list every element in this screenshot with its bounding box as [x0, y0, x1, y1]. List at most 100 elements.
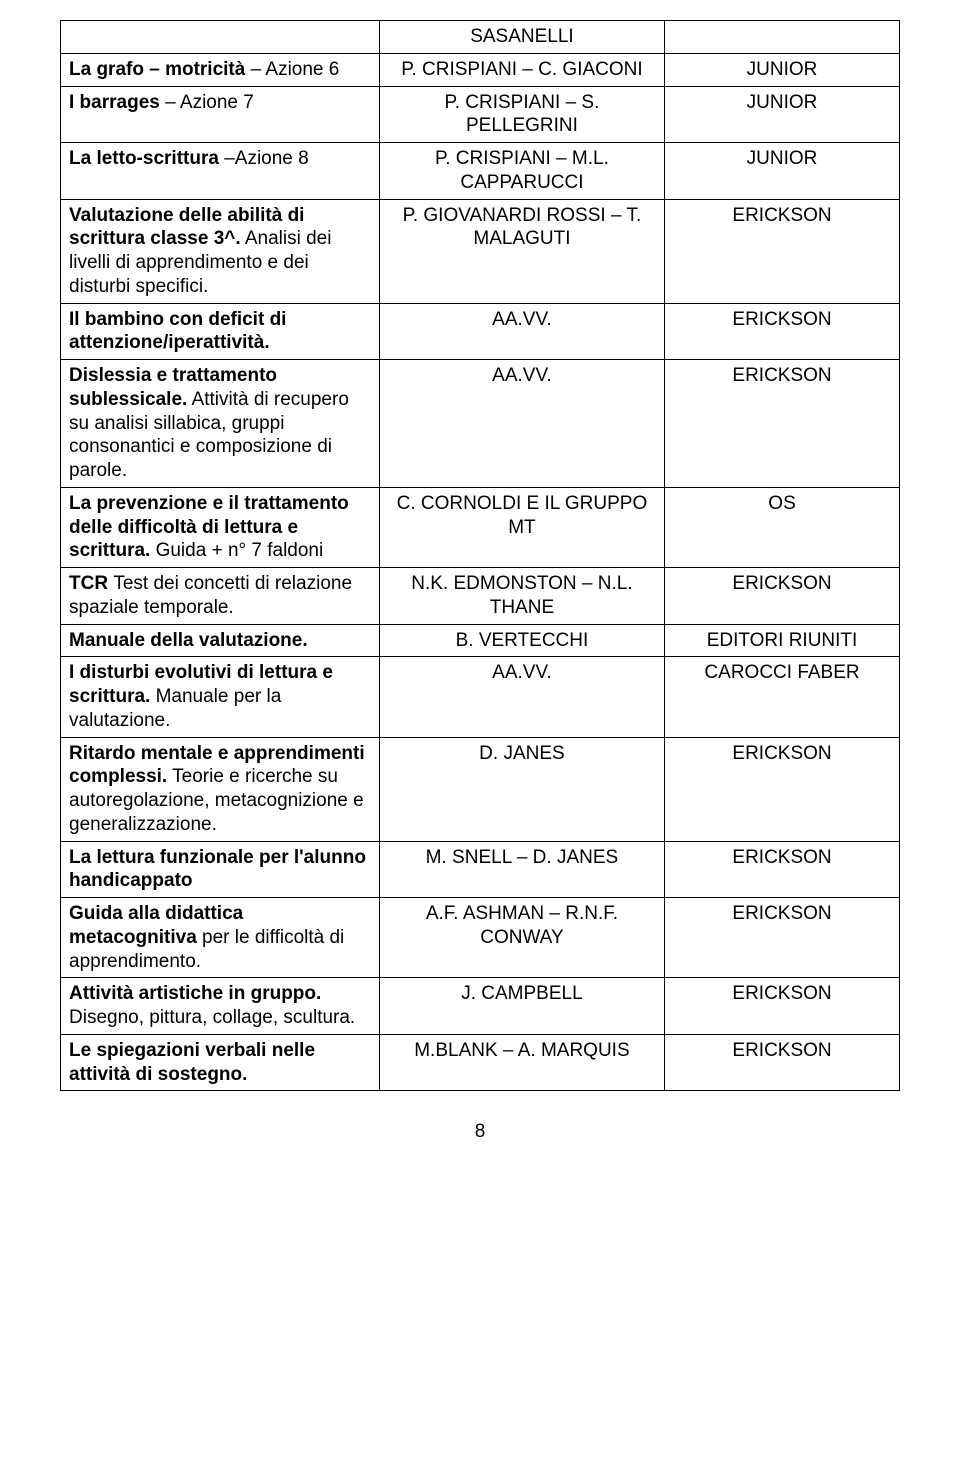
table-cell: JUNIOR — [665, 86, 900, 143]
text-segment: P. CRISPIANI – C. GIACONI — [401, 59, 642, 80]
table-cell: La prevenzione e il trattamento delle di… — [61, 487, 380, 567]
text-segment: OS — [768, 493, 795, 514]
table-cell: ERICKSON — [665, 1034, 900, 1091]
table-row: Dislessia e trattamento sublessicale. At… — [61, 360, 900, 488]
table-cell: JUNIOR — [665, 53, 900, 86]
text-segment: AA.VV. — [492, 365, 552, 386]
table-cell: ERICKSON — [665, 978, 900, 1035]
table-cell: P. CRISPIANI – M.L. CAPPARUCCI — [379, 143, 664, 200]
text-segment: JUNIOR — [747, 59, 818, 80]
table-cell: ERICKSON — [665, 568, 900, 625]
text-segment: C. CORNOLDI E IL GRUPPO MT — [397, 493, 648, 538]
page-number: 8 — [60, 1121, 900, 1143]
table-cell: D. JANES — [379, 737, 664, 841]
text-segment: AA.VV. — [492, 309, 552, 330]
text-segment: ERICKSON — [732, 573, 831, 594]
text-segment: ERICKSON — [732, 743, 831, 764]
text-segment: Il bambino con deficit di attenzione/ipe… — [69, 309, 286, 354]
text-segment: P. GIOVANARDI ROSSI – T. MALAGUTI — [403, 205, 642, 250]
table-cell: Manuale della valutazione. — [61, 624, 380, 657]
table-cell: La letto-scrittura –Azione 8 — [61, 143, 380, 200]
text-segment: JUNIOR — [747, 148, 818, 169]
table-cell: ERICKSON — [665, 199, 900, 303]
table-cell: Valutazione delle abilità di scrittura c… — [61, 199, 380, 303]
text-segment: SASANELLI — [470, 26, 574, 47]
text-segment: P. CRISPIANI – M.L. CAPPARUCCI — [435, 148, 609, 193]
table-row: Manuale della valutazione. B. VERTECCHI ED… — [61, 624, 900, 657]
table-cell: Guida alla didattica metacognitiva per l… — [61, 898, 380, 978]
table-row: Ritardo mentale e apprendimenti compless… — [61, 737, 900, 841]
table-cell: I barrages – Azione 7 — [61, 86, 380, 143]
table-row: Attività artistiche in gruppo. Disegno, … — [61, 978, 900, 1035]
text-segment: La grafo – motricità — [69, 59, 245, 80]
table-cell: A.F. ASHMAN – R.N.F. CONWAY — [379, 898, 664, 978]
table-cell: ERICKSON — [665, 303, 900, 360]
text-segment: –Azione 8 — [219, 148, 309, 169]
table-cell: M. SNELL – D. JANES — [379, 841, 664, 898]
text-segment: ERICKSON — [732, 365, 831, 386]
table-row: Le spiegazioni verbali nelle attività di… — [61, 1034, 900, 1091]
table-row: La letto-scrittura –Azione 8 P. CRISPIANI… — [61, 143, 900, 200]
table-cell: La lettura funzionale per l'alunno handi… — [61, 841, 380, 898]
table-row: La prevenzione e il trattamento delle di… — [61, 487, 900, 567]
table-cell: I disturbi evolutivi di lettura e scritt… — [61, 657, 380, 737]
text-segment: J. CAMPBELL — [461, 983, 582, 1004]
text-segment: ERICKSON — [732, 1040, 831, 1061]
text-segment: Le spiegazioni verbali nelle attività di… — [69, 1040, 315, 1085]
text-segment: CAROCCI FABER — [704, 662, 859, 683]
table-cell: ERICKSON — [665, 737, 900, 841]
table-cell: AA.VV. — [379, 657, 664, 737]
text-segment: ERICKSON — [732, 847, 831, 868]
text-segment: Guida + n° 7 faldoni — [150, 540, 323, 561]
text-segment: Manuale della valutazione. — [69, 630, 308, 651]
table-cell: TCR Test dei concetti di relazione spazi… — [61, 568, 380, 625]
table-row: Il bambino con deficit di attenzione/ipe… — [61, 303, 900, 360]
table-cell: P. CRISPIANI – C. GIACONI — [379, 53, 664, 86]
text-segment: JUNIOR — [747, 92, 818, 113]
table-cell: P. CRISPIANI – S. PELLEGRINI — [379, 86, 664, 143]
text-segment: P. CRISPIANI – S. PELLEGRINI — [444, 92, 599, 137]
table-row: La grafo – motricità – Azione 6 P. CRISPI… — [61, 53, 900, 86]
table-cell: C. CORNOLDI E IL GRUPPO MT — [379, 487, 664, 567]
table-cell: AA.VV. — [379, 360, 664, 488]
table-cell: Attività artistiche in gruppo. Disegno, … — [61, 978, 380, 1035]
table-row: I barrages – Azione 7 P. CRISPIANI – S. P… — [61, 86, 900, 143]
table-cell: EDITORI RIUNITI — [665, 624, 900, 657]
text-segment: – Azione 6 — [245, 59, 339, 80]
table-cell: N.K. EDMONSTON – N.L. THANE — [379, 568, 664, 625]
text-segment: A.F. ASHMAN – R.N.F. CONWAY — [426, 903, 618, 948]
text-segment: ERICKSON — [732, 205, 831, 226]
table-cell: La grafo – motricità – Azione 6 — [61, 53, 380, 86]
text-segment: AA.VV. — [492, 662, 552, 683]
text-segment: EDITORI RIUNITI — [707, 630, 858, 651]
text-segment: N.K. EDMONSTON – N.L. THANE — [411, 573, 632, 618]
table-body: SASANELLI La grafo – motricità – Azione 6… — [61, 21, 900, 1091]
table-cell: Il bambino con deficit di attenzione/ipe… — [61, 303, 380, 360]
table-cell: ERICKSON — [665, 898, 900, 978]
table-cell: AA.VV. — [379, 303, 664, 360]
table-cell: CAROCCI FABER — [665, 657, 900, 737]
text-segment: I barrages — [69, 92, 160, 113]
table-row: La lettura funzionale per l'alunno handi… — [61, 841, 900, 898]
text-segment: TCR — [69, 573, 113, 594]
text-segment: – Azione 7 — [160, 92, 254, 113]
text-segment: Attività artistiche in gruppo. — [69, 983, 321, 1004]
text-segment: D. JANES — [479, 743, 565, 764]
table-cell: ERICKSON — [665, 360, 900, 488]
table-cell: Dislessia e trattamento sublessicale. At… — [61, 360, 380, 488]
document-table: SASANELLI La grafo – motricità – Azione 6… — [60, 20, 900, 1091]
text-segment: M. SNELL – D. JANES — [426, 847, 619, 868]
table-row: I disturbi evolutivi di lettura e scritt… — [61, 657, 900, 737]
text-segment: ERICKSON — [732, 903, 831, 924]
text-segment: ERICKSON — [732, 309, 831, 330]
table-cell — [61, 21, 380, 54]
table-cell: B. VERTECCHI — [379, 624, 664, 657]
table-cell: SASANELLI — [379, 21, 664, 54]
table-cell: Ritardo mentale e apprendimenti compless… — [61, 737, 380, 841]
table-row: SASANELLI — [61, 21, 900, 54]
text-segment: M.BLANK – A. MARQUIS — [414, 1040, 629, 1061]
table-row: Valutazione delle abilità di scrittura c… — [61, 199, 900, 303]
table-cell: JUNIOR — [665, 143, 900, 200]
text-segment: ERICKSON — [732, 983, 831, 1004]
text-segment: La lettura funzionale per l'alunno handi… — [69, 847, 366, 892]
